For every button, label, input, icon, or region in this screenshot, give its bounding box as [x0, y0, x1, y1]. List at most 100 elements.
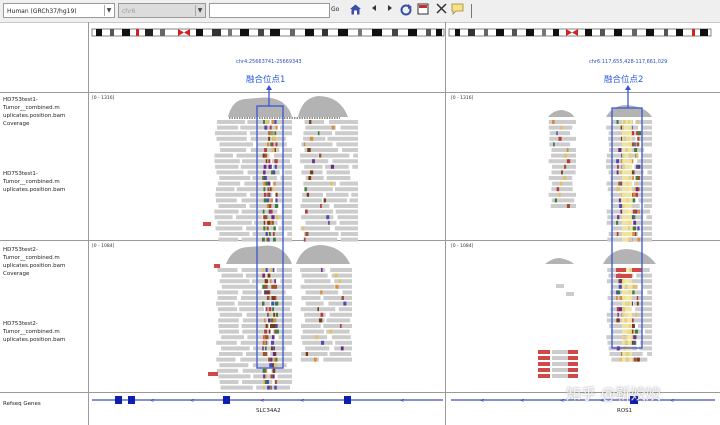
soft-clip-mark[interactable]: [622, 312, 632, 317]
mismatch-mark[interactable]: [274, 385, 277, 390]
read[interactable]: [337, 284, 352, 289]
mismatch-mark[interactable]: [304, 209, 308, 214]
discordant-read[interactable]: [568, 356, 578, 360]
mismatch-mark[interactable]: [632, 209, 636, 214]
chromosome-dropdown[interactable]: chr6 ▼: [118, 3, 206, 18]
read[interactable]: [236, 187, 269, 192]
read[interactable]: [217, 296, 237, 300]
read[interactable]: [249, 204, 279, 208]
locus-input[interactable]: [209, 3, 330, 18]
mismatch-mark[interactable]: [553, 142, 555, 147]
mismatch-mark[interactable]: [317, 307, 319, 312]
mismatch-mark[interactable]: [616, 296, 618, 300]
mismatch-mark[interactable]: [558, 136, 562, 141]
read[interactable]: [301, 215, 334, 220]
mismatch-mark[interactable]: [271, 318, 274, 323]
read[interactable]: [637, 176, 652, 180]
mismatch-mark[interactable]: [617, 215, 619, 220]
read[interactable]: [218, 324, 239, 328]
read[interactable]: [271, 187, 292, 192]
read[interactable]: [302, 329, 325, 334]
read[interactable]: [219, 352, 243, 356]
read[interactable]: [334, 226, 358, 231]
read[interactable]: [215, 198, 237, 203]
mismatch-mark[interactable]: [619, 307, 623, 312]
mismatch-mark[interactable]: [330, 164, 335, 169]
read[interactable]: [300, 335, 328, 340]
discordant-read[interactable]: [214, 264, 220, 268]
soft-clip-mark[interactable]: [622, 329, 632, 334]
mismatch-mark[interactable]: [266, 198, 270, 203]
read[interactable]: [303, 136, 326, 141]
read[interactable]: [609, 324, 634, 328]
read[interactable]: [284, 170, 292, 175]
read[interactable]: [214, 159, 240, 164]
mismatch-mark[interactable]: [318, 153, 322, 158]
mismatch-mark[interactable]: [268, 290, 271, 295]
soft-clip-mark[interactable]: [622, 268, 632, 272]
read[interactable]: [549, 131, 570, 136]
mismatch-mark[interactable]: [267, 312, 271, 317]
read[interactable]: [219, 312, 243, 317]
mismatch-mark[interactable]: [619, 296, 622, 300]
read[interactable]: [326, 170, 350, 175]
mismatch-mark[interactable]: [635, 312, 638, 317]
read[interactable]: [300, 284, 335, 289]
read[interactable]: [300, 153, 319, 158]
read[interactable]: [647, 290, 652, 295]
read[interactable]: [644, 329, 652, 334]
mismatch-mark[interactable]: [618, 284, 622, 289]
read[interactable]: [214, 153, 233, 158]
mismatch-mark[interactable]: [564, 164, 567, 169]
read[interactable]: [281, 220, 292, 225]
read[interactable]: [630, 237, 652, 242]
mismatch-mark[interactable]: [265, 374, 267, 379]
soft-clip-mark[interactable]: [622, 125, 632, 130]
soft-clip-mark[interactable]: [622, 237, 632, 242]
mismatch-mark[interactable]: [272, 363, 274, 368]
mismatch-mark[interactable]: [272, 187, 274, 192]
read[interactable]: [276, 268, 292, 272]
discordant-read[interactable]: [568, 368, 578, 372]
read[interactable]: [280, 279, 292, 284]
read[interactable]: [249, 131, 275, 136]
mismatch-mark[interactable]: [305, 352, 309, 356]
mismatch-mark[interactable]: [566, 204, 570, 208]
read[interactable]: [338, 307, 352, 312]
mismatch-mark[interactable]: [630, 340, 634, 345]
mismatch-mark[interactable]: [633, 357, 637, 362]
read[interactable]: [280, 176, 292, 180]
read[interactable]: [240, 296, 272, 300]
read[interactable]: [220, 385, 253, 390]
mismatch-mark[interactable]: [270, 340, 275, 345]
genome-dropdown[interactable]: Human (GRCh37/hg19) ▼: [3, 3, 115, 18]
read[interactable]: [556, 284, 564, 288]
mismatch-mark[interactable]: [335, 284, 339, 289]
read[interactable]: [303, 232, 339, 236]
mismatch-mark[interactable]: [632, 232, 636, 236]
read[interactable]: [276, 192, 292, 197]
read[interactable]: [216, 136, 247, 141]
soft-clip-mark[interactable]: [622, 301, 632, 306]
read[interactable]: [304, 148, 339, 152]
mismatch-mark[interactable]: [271, 335, 275, 340]
mismatch-mark[interactable]: [272, 307, 275, 312]
mismatch-mark[interactable]: [635, 192, 639, 197]
mismatch-mark[interactable]: [558, 192, 561, 197]
read[interactable]: [324, 164, 349, 169]
mismatch-mark[interactable]: [633, 284, 637, 289]
read[interactable]: [321, 153, 350, 158]
read[interactable]: [640, 340, 652, 345]
mismatch-mark[interactable]: [271, 142, 274, 147]
mismatch-mark[interactable]: [554, 198, 557, 203]
mismatch-mark[interactable]: [263, 170, 266, 175]
mismatch-mark[interactable]: [273, 312, 275, 317]
read[interactable]: [607, 237, 628, 242]
read[interactable]: [215, 164, 239, 169]
read[interactable]: [219, 363, 249, 368]
mismatch-mark[interactable]: [270, 209, 273, 214]
mismatch-mark[interactable]: [632, 226, 636, 231]
mismatch-mark[interactable]: [263, 187, 266, 192]
read[interactable]: [219, 176, 251, 180]
